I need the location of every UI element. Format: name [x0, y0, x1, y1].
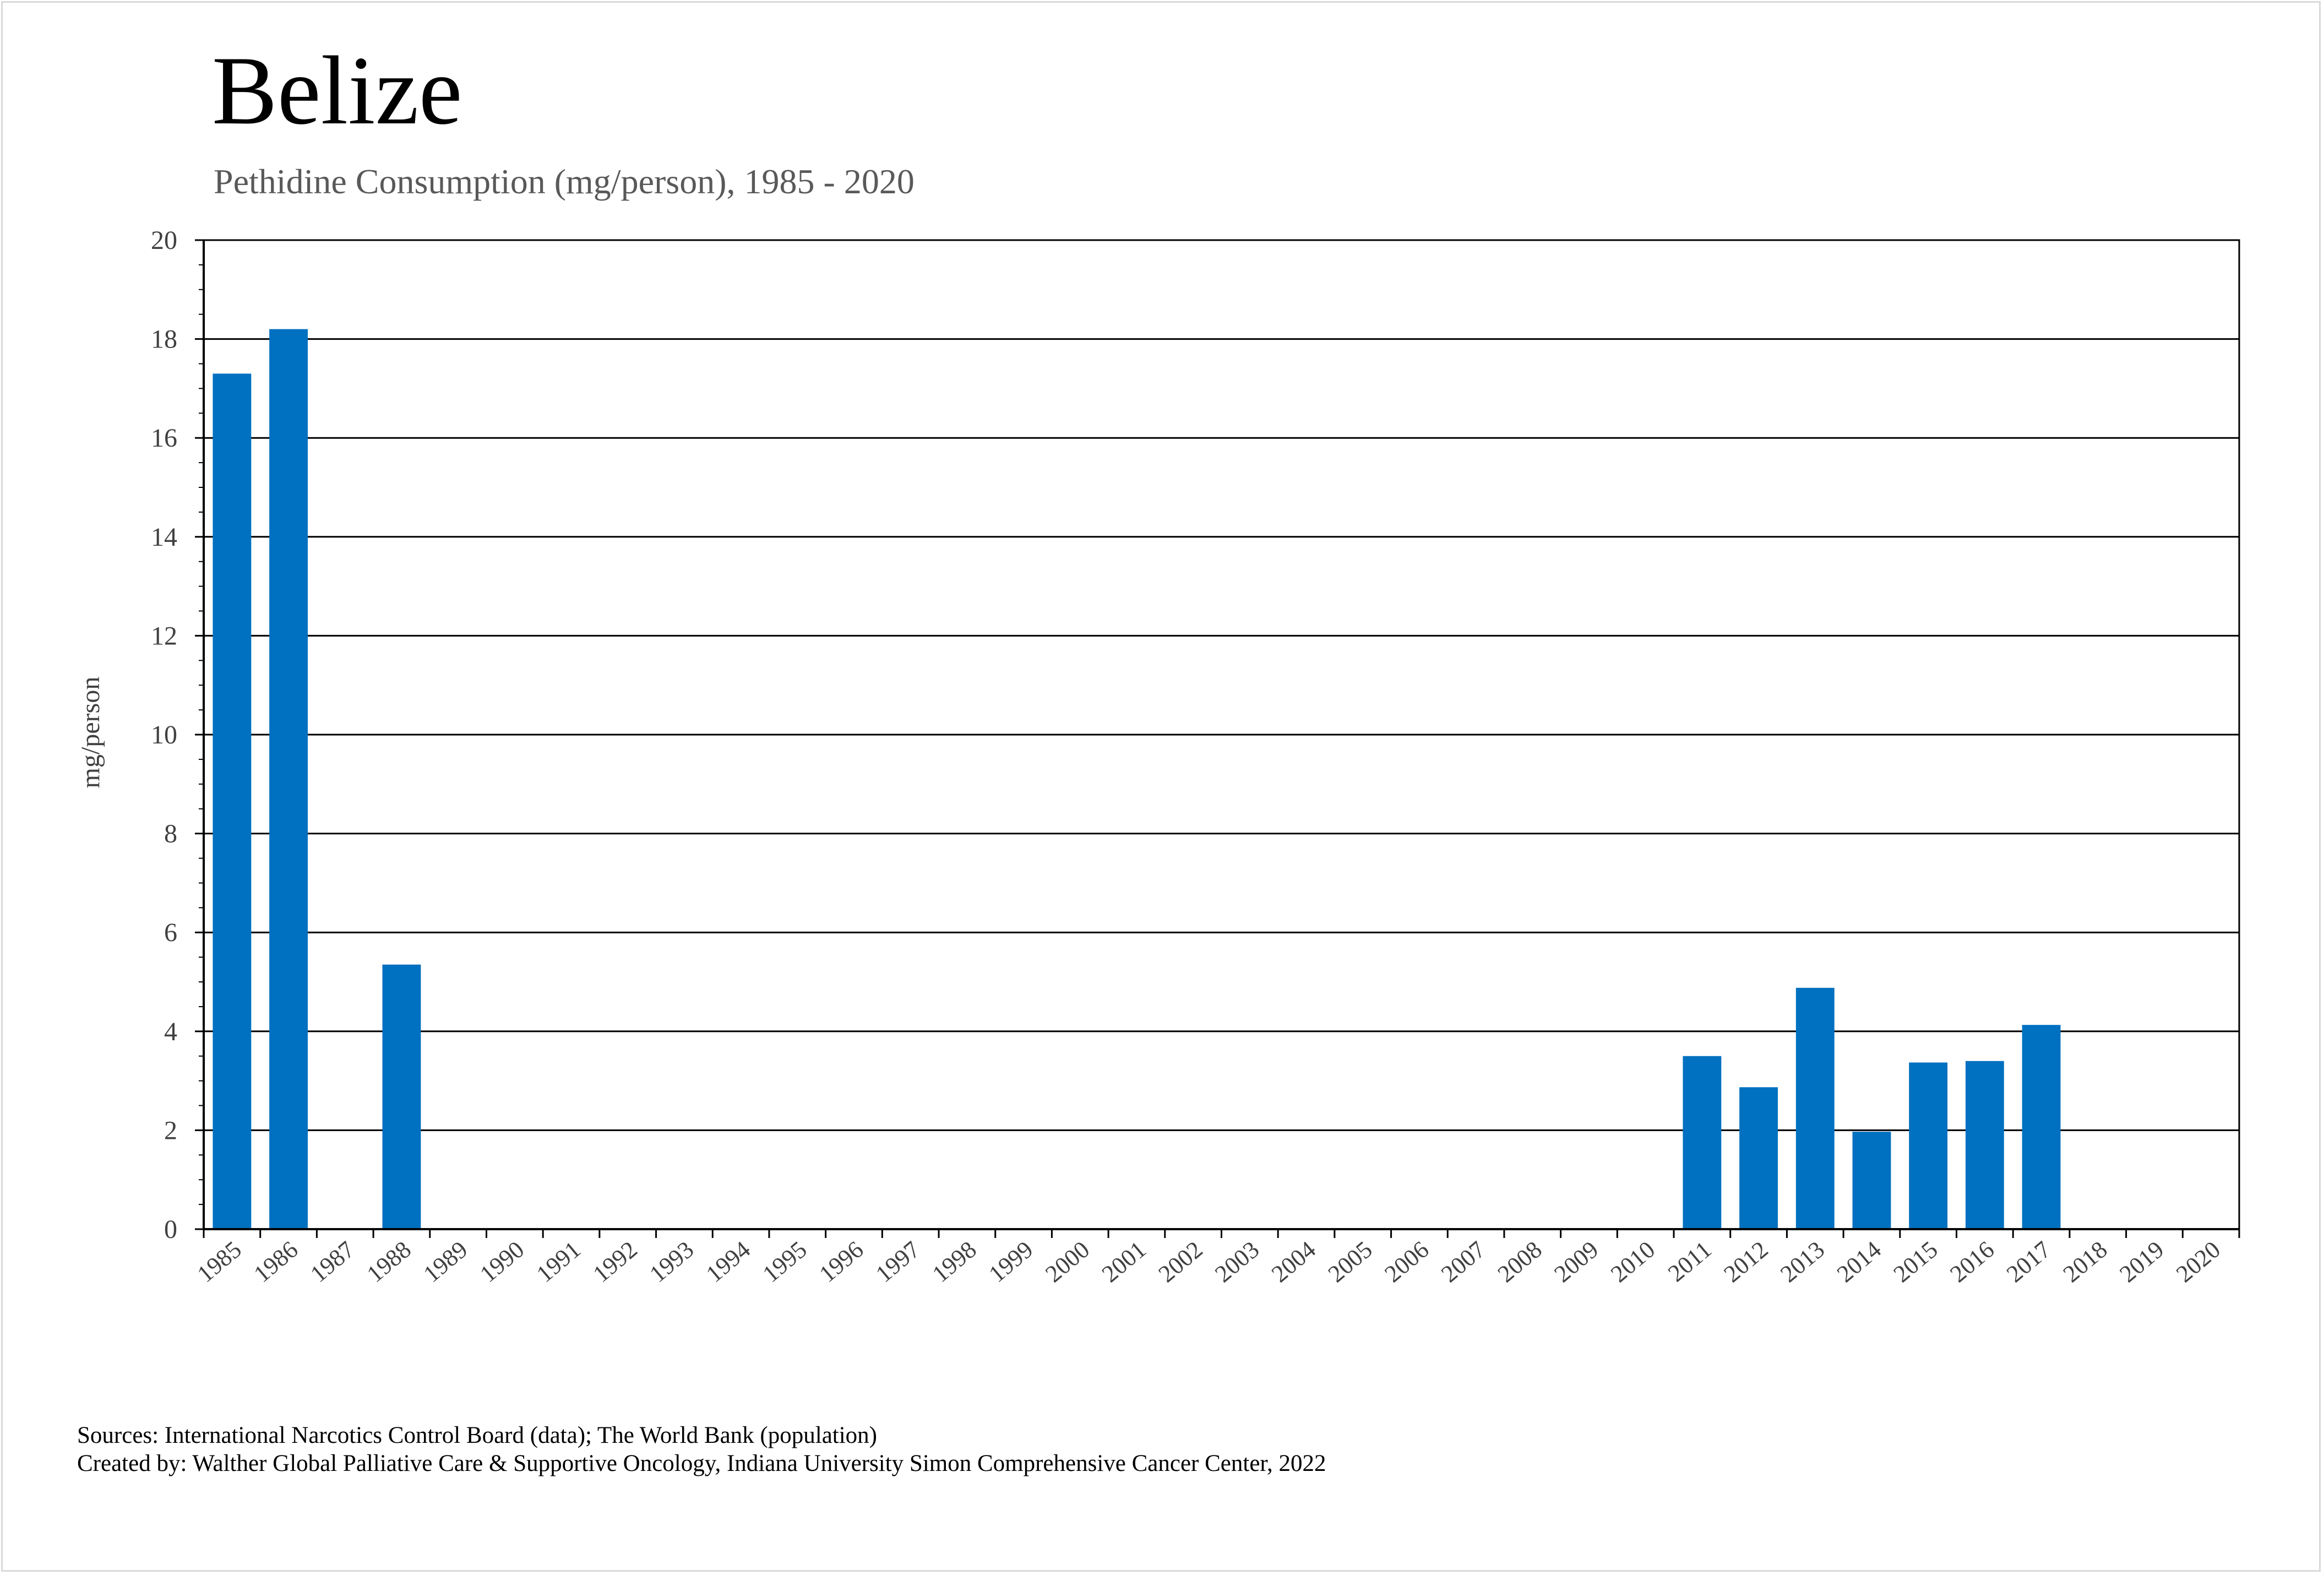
y-tick-label-16: 16 [151, 423, 177, 453]
x-tick-label-2003: 2003 [1210, 1236, 1264, 1288]
x-tick-label-1996: 1996 [814, 1236, 869, 1288]
x-tick-label-2013: 2013 [1775, 1236, 1830, 1288]
created-by-note: Created by: Walther Global Palliative Ca… [77, 1451, 1326, 1476]
x-tick-label-1990: 1990 [475, 1236, 529, 1288]
bar-1988 [382, 964, 421, 1229]
gridlines [204, 239, 2239, 1131]
x-tick-label-2002: 2002 [1153, 1236, 1208, 1288]
chart-subtitle: Pethidine Consumption (mg/person), 1985 … [214, 162, 915, 201]
bar-2017 [2022, 1025, 2061, 1229]
x-tick-label-2001: 2001 [1097, 1236, 1151, 1288]
x-tick-label-1985: 1985 [192, 1236, 247, 1288]
x-tick-label-2005: 2005 [1323, 1236, 1378, 1288]
x-tick-label-2004: 2004 [1266, 1236, 1321, 1288]
y-tick-label-12: 12 [151, 621, 177, 650]
x-tick-label-1997: 1997 [870, 1236, 925, 1288]
x-tick-label-2017: 2017 [2001, 1236, 2056, 1288]
x-tick-label-2014: 2014 [1832, 1236, 1886, 1288]
x-tick-label-1988: 1988 [362, 1236, 416, 1288]
y-tick-label-10: 10 [151, 720, 177, 750]
x-tick-label-2006: 2006 [1379, 1236, 1434, 1288]
bar-2016 [1965, 1061, 2004, 1229]
y-tick-label-18: 18 [151, 325, 177, 354]
x-tick-label-1992: 1992 [588, 1236, 643, 1288]
x-tick-label-1999: 1999 [984, 1236, 1038, 1288]
bar-1985 [213, 373, 252, 1230]
x-tick-label-2009: 2009 [1549, 1236, 1604, 1288]
x-tick-label-1989: 1989 [418, 1236, 473, 1288]
bar-2015 [1909, 1062, 1948, 1229]
bar-2011 [1683, 1056, 1722, 1229]
x-tick-label-1993: 1993 [644, 1236, 699, 1288]
y-tick-label-4: 4 [164, 1017, 177, 1046]
chart-title: Belize [212, 36, 462, 145]
bar-1986 [269, 329, 308, 1229]
x-tick-label-1994: 1994 [701, 1236, 755, 1288]
x-tick-label-2015: 2015 [1888, 1236, 1943, 1288]
y-tick-label-6: 6 [164, 918, 177, 947]
x-tick-label-2000: 2000 [1040, 1236, 1095, 1288]
x-tick-label-1995: 1995 [758, 1236, 812, 1288]
x-tick-label-2008: 2008 [1493, 1236, 1547, 1288]
x-tick-label-2020: 2020 [2171, 1236, 2225, 1288]
y-tick-label-2: 2 [164, 1116, 177, 1145]
bar-2013 [1795, 987, 1835, 1229]
x-tick-label-2011: 2011 [1663, 1236, 1717, 1287]
y-axis-label: mg/person [76, 677, 105, 789]
x-tick-label-2019: 2019 [2114, 1236, 2169, 1288]
x-tick-label-1987: 1987 [305, 1236, 360, 1288]
y-tick-label-20: 20 [151, 226, 177, 255]
x-tick-label-1998: 1998 [927, 1236, 982, 1288]
x-tick-label-2018: 2018 [2058, 1236, 2113, 1288]
y-tick-label-8: 8 [164, 819, 177, 849]
y-axis-ticks: 0 2 4 6 8 10 12 14 16 18 20 [151, 226, 204, 1244]
x-tick-label-2010: 2010 [1605, 1236, 1660, 1288]
x-tick-label-1991: 1991 [531, 1236, 586, 1288]
x-tick-label-2012: 2012 [1719, 1236, 1773, 1288]
y-tick-label-0: 0 [164, 1215, 177, 1244]
bars [213, 329, 2061, 1230]
y-tick-label-14: 14 [151, 523, 177, 552]
bar-2014 [1852, 1132, 1891, 1229]
x-tick-label-2007: 2007 [1436, 1236, 1490, 1288]
x-tick-label-1986: 1986 [249, 1236, 303, 1288]
bar-2012 [1739, 1087, 1778, 1229]
x-tick-label-2016: 2016 [1945, 1236, 1999, 1288]
x-axis-ticks: 1985 1986 1987 1988 1989 1990 1991 1992 1993 1994… [192, 1229, 2240, 1288]
sources-note: Sources: International Narcotics Control… [77, 1422, 877, 1448]
